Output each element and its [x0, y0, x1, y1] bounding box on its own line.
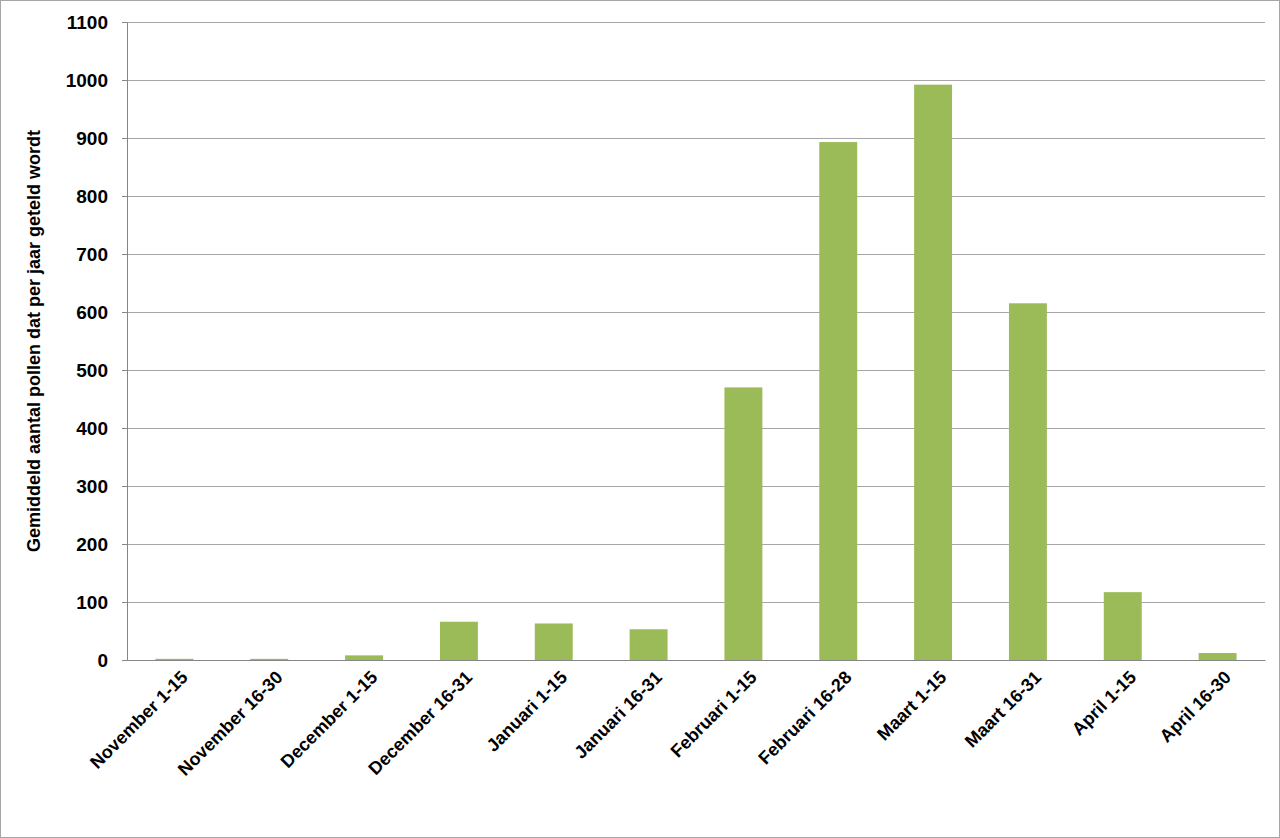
x-tick-label: Maart 1-15: [873, 667, 950, 744]
y-tick-mark: [122, 22, 127, 23]
y-tick-mark: [122, 486, 127, 487]
y-tick-label: 0: [97, 650, 108, 671]
y-tick-label: 100: [76, 592, 108, 613]
y-tick-mark: [122, 602, 127, 603]
bar: [1199, 653, 1237, 660]
grid-line: [127, 544, 1265, 545]
y-tick-label: 200: [76, 534, 108, 555]
grid-line: [127, 22, 1265, 23]
chart: 0 100 200 300 400 500 600 700 800 900 1000 1100 Nove…: [0, 0, 1280, 838]
y-tick-mark: [122, 312, 127, 313]
x-tick: December 16-31: [364, 660, 476, 779]
x-tick: December 1-15: [277, 660, 382, 772]
y-tick-label: 300: [76, 476, 108, 497]
bar: [914, 85, 952, 660]
y-tick-mark: [122, 138, 127, 139]
grid-line: [127, 428, 1265, 429]
y-tick-label: 800: [76, 186, 108, 207]
x-axis-line: [128, 660, 1266, 661]
y-tick-mark: [122, 254, 127, 255]
bar: [1009, 303, 1047, 660]
grid-line: [127, 312, 1265, 313]
y-tick-mark: [122, 80, 127, 81]
x-tick-label: Maart 16-31: [961, 667, 1045, 751]
bar: [250, 659, 288, 660]
grid-line: [127, 660, 1265, 661]
x-tick: Maart 1-15: [873, 660, 950, 744]
y-tick: 1000: [66, 70, 127, 91]
x-tick-label: December 16-31: [364, 667, 476, 779]
plot: 0 100 200 300 400 500 600 700 800 900 1000 1100 Nove…: [66, 12, 1266, 780]
x-tick-label: April 16-30: [1156, 667, 1235, 746]
y-tick: 0: [97, 650, 127, 671]
bars: [155, 85, 1236, 660]
y-tick-label: 900: [76, 128, 108, 149]
x-tick-label: Februari 1-15: [667, 667, 761, 761]
y-tick-mark: [122, 428, 127, 429]
y-tick: 700: [76, 244, 127, 265]
x-tick-label: April 1-15: [1068, 667, 1140, 739]
y-tick-label: 1000: [66, 70, 108, 91]
y-tick-label: 500: [76, 360, 108, 381]
bar: [155, 659, 193, 660]
bar: [724, 387, 762, 660]
grid-line: [127, 80, 1265, 81]
y-tick-mark: [122, 544, 127, 545]
bar: [440, 622, 478, 660]
grid-line: [127, 196, 1265, 197]
x-tick: April 1-15: [1068, 660, 1140, 739]
bar: [1104, 592, 1142, 660]
bar: [630, 629, 668, 660]
grid-line: [127, 486, 1265, 487]
bar: [819, 142, 857, 660]
y-tick: 600: [76, 302, 127, 323]
y-tick-mark: [122, 370, 127, 371]
bar: [535, 623, 573, 660]
x-tick-label: Januari 1-15: [483, 667, 571, 755]
grid-line: [127, 138, 1265, 139]
x-tick: Maart 16-31: [961, 660, 1045, 751]
y-tick-label: 400: [76, 418, 108, 439]
y-tick-label: 600: [76, 302, 108, 323]
y-tick: 500: [76, 360, 127, 381]
x-tick-label: November 1-15: [86, 667, 191, 772]
x-tick: April 16-30: [1156, 660, 1235, 746]
x-tick: Februari 16-28: [754, 660, 855, 768]
x-tick-label: Februari 16-28: [754, 667, 855, 768]
y-axis-title: Gemiddeld aantal pollen dat per jaar get…: [24, 130, 44, 552]
y-tick: 400: [76, 418, 127, 439]
grid-line: [127, 254, 1265, 255]
y-tick: 900: [76, 128, 127, 149]
x-tick: Januari 16-31: [570, 660, 666, 763]
x-tick: November 16-30: [174, 660, 286, 780]
x-tick-label: November 16-30: [174, 667, 286, 779]
x-tick: November 1-15: [86, 660, 191, 773]
x-axis: November 1-15November 16-30December 1-15…: [86, 660, 1265, 780]
grid: [127, 22, 1265, 660]
y-tick-label: 700: [76, 244, 108, 265]
y-tick: 1100: [67, 12, 127, 33]
y-tick: 300: [76, 476, 127, 497]
x-tick-label: Januari 16-31: [570, 667, 666, 763]
y-tick: 100: [76, 592, 127, 613]
bar: [345, 655, 383, 660]
grid-line: [127, 370, 1265, 371]
x-tick: Februari 1-15: [667, 660, 761, 761]
x-tick-label: December 1-15: [277, 667, 382, 772]
grid-line: [127, 602, 1265, 603]
y-axis: 0 100 200 300 400 500 600 700 800 900 1000 1100: [66, 12, 128, 671]
y-tick-label: 1100: [67, 12, 108, 33]
x-tick: Januari 1-15: [483, 660, 571, 756]
y-tick-mark: [122, 660, 127, 661]
frame: [1, 1, 1280, 838]
y-axis-line: [127, 23, 128, 661]
y-tick: 800: [76, 186, 127, 207]
y-tick-mark: [122, 196, 127, 197]
y-tick: 200: [76, 534, 127, 555]
